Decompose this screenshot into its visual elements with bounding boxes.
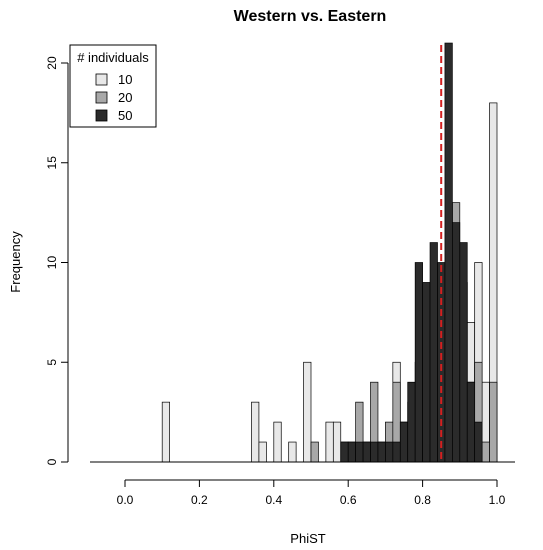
bars-layer — [161, 42, 498, 463]
legend-swatch-20 — [95, 91, 108, 104]
legend-box — [69, 44, 157, 128]
bar-10-0 — [161, 401, 170, 463]
bar-50-11 — [422, 282, 431, 463]
y-tick-label-3: 15 — [45, 156, 59, 170]
x-tick-label-0: 0.0 — [117, 493, 134, 507]
bar-50-16 — [459, 242, 468, 463]
legend-swatch-10 — [95, 73, 108, 86]
bar-10-6 — [325, 421, 334, 463]
legend: # individuals 10 20 50 — [69, 44, 157, 128]
axes-layer: 0.0 0.2 0.4 0.6 0.8 1.0 0 5 10 15 20 — [45, 56, 515, 507]
bar-20-0 — [310, 441, 319, 463]
bar-10-7 — [332, 421, 342, 463]
bar-20-21 — [489, 381, 498, 463]
legend-label-10: 10 — [118, 72, 132, 87]
bar-50-15 — [452, 222, 461, 463]
bar-10-4 — [288, 441, 297, 463]
x-tick-label-3: 0.6 — [340, 493, 357, 507]
bar-50-17 — [466, 381, 476, 463]
bar-50-10 — [414, 262, 423, 463]
bar-50-5 — [377, 441, 386, 463]
x-axis-label: PhiST — [290, 531, 325, 546]
bar-50-7 — [392, 441, 401, 463]
bar-10-1 — [251, 401, 260, 463]
legend-swatch-50 — [95, 109, 108, 122]
y-tick-label-1: 5 — [45, 359, 59, 366]
bar-50-9 — [407, 381, 416, 463]
bar-50-8 — [399, 421, 409, 463]
y-tick-label-2: 10 — [45, 256, 59, 270]
legend-label-50: 50 — [118, 108, 132, 123]
bar-50-12 — [429, 242, 438, 463]
legend-label-20: 20 — [118, 90, 132, 105]
bar-50-1 — [347, 441, 356, 463]
y-axis-label: Frequency — [8, 231, 23, 293]
bar-10-5 — [303, 361, 312, 463]
bar-50-14 — [444, 42, 453, 463]
x-tick-label-4: 0.8 — [414, 493, 431, 507]
bar-10-2 — [258, 441, 267, 463]
bar-10-3 — [273, 421, 282, 463]
bar-50-6 — [385, 441, 394, 463]
x-tick-label-2: 0.4 — [265, 493, 282, 507]
x-tick-label-1: 0.2 — [191, 493, 208, 507]
bar-50-2 — [355, 441, 364, 463]
legend-items: 10 20 50 — [95, 72, 132, 123]
y-tick-label-4: 20 — [45, 56, 59, 70]
y-tick-label-0: 0 — [45, 458, 59, 465]
chart-title: Western vs. Eastern — [234, 8, 387, 25]
bar-50-0 — [340, 441, 349, 463]
bar-50-18 — [474, 421, 483, 463]
x-tick-label-5: 1.0 — [489, 493, 506, 507]
bar-50-3 — [362, 441, 371, 463]
bar-20-20 — [481, 441, 490, 463]
legend-title: # individuals — [77, 50, 149, 65]
bar-50-4 — [370, 441, 379, 463]
